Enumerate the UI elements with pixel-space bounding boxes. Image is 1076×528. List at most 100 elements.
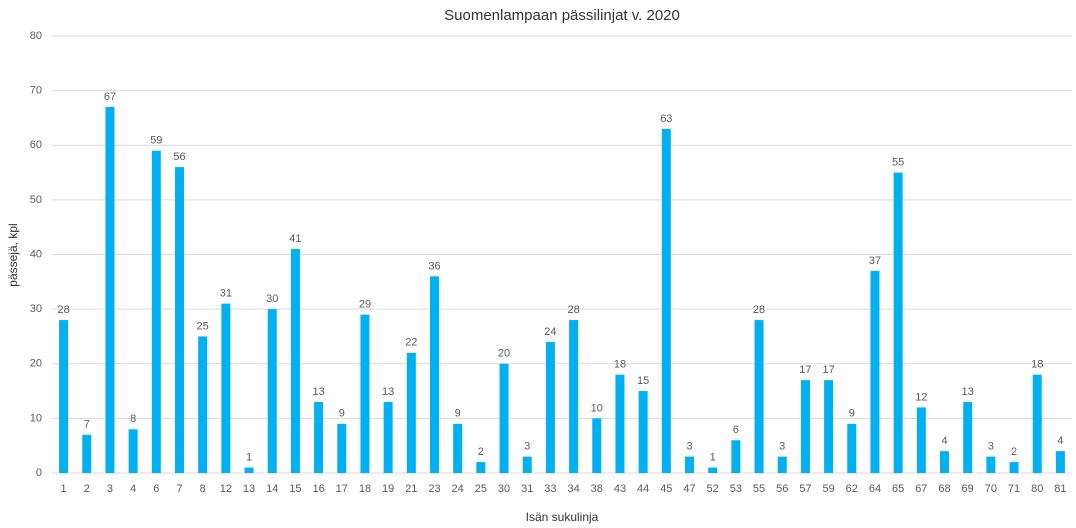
bar [545, 341, 555, 473]
bar [754, 320, 764, 473]
bar [244, 467, 254, 473]
data-label: 18 [1031, 359, 1043, 371]
x-tick-label: 8 [200, 483, 206, 495]
x-tick-label: 31 [521, 483, 533, 495]
bar [522, 456, 532, 473]
bar [916, 407, 926, 473]
x-tick-label: 81 [1054, 483, 1066, 495]
bar [82, 434, 92, 473]
x-tick-label: 6 [153, 483, 159, 495]
x-axis-title: Isän sukulinja [526, 510, 599, 524]
bar [337, 423, 347, 473]
data-label: 28 [567, 304, 579, 316]
data-label: 20 [498, 348, 510, 360]
bar [128, 429, 138, 473]
x-tick-label: 68 [938, 483, 950, 495]
x-tick-label: 2 [84, 483, 90, 495]
x-tick-label: 16 [312, 483, 324, 495]
bar [499, 363, 509, 473]
data-label: 36 [428, 260, 440, 272]
bar [59, 320, 69, 473]
x-tick-label: 3 [107, 483, 113, 495]
x-tick-label: 56 [776, 483, 788, 495]
y-tick-label: 0 [36, 467, 42, 479]
data-label: 3 [686, 441, 692, 453]
bar [847, 423, 857, 473]
data-label: 3 [988, 441, 994, 453]
x-tick-label: 45 [660, 483, 672, 495]
x-tick-label: 34 [567, 483, 579, 495]
x-tick-label: 25 [475, 483, 487, 495]
data-label: 29 [359, 298, 371, 310]
data-label: 15 [637, 375, 649, 387]
bar [267, 309, 277, 473]
x-tick-label: 80 [1031, 483, 1043, 495]
x-tick-label: 57 [799, 483, 811, 495]
data-label: 4 [941, 435, 947, 447]
bar [592, 418, 602, 473]
data-label: 4 [1057, 435, 1063, 447]
data-label: 22 [405, 337, 417, 349]
bar [175, 167, 184, 473]
data-label: 13 [382, 386, 394, 398]
data-label: 12 [915, 391, 927, 403]
data-label: 13 [312, 386, 324, 398]
y-tick-label: 40 [30, 248, 42, 260]
data-label: 3 [524, 441, 530, 453]
y-tick-label: 60 [30, 139, 42, 151]
bar [290, 249, 300, 473]
data-label: 3 [779, 441, 785, 453]
data-label: 67 [104, 91, 116, 103]
data-label: 2 [478, 446, 484, 458]
bar [824, 380, 834, 473]
chart-title: Suomenlampaan pässilinjat v. 2020 [444, 7, 680, 24]
data-label: 31 [220, 288, 232, 300]
x-tick-label: 1 [61, 483, 67, 495]
data-label: 2 [1011, 446, 1017, 458]
bar [1032, 374, 1042, 473]
y-tick-label: 80 [30, 30, 42, 42]
data-label: 9 [455, 408, 461, 420]
x-tick-label: 69 [962, 483, 974, 495]
x-tick-label: 52 [707, 483, 719, 495]
x-tick-label: 62 [846, 483, 858, 495]
x-tick-label: 70 [985, 483, 997, 495]
x-tick-label: 12 [220, 483, 232, 495]
x-tick-label: 44 [637, 483, 649, 495]
data-label: 41 [289, 233, 301, 245]
x-tick-label: 23 [428, 483, 440, 495]
x-tick-label: 17 [336, 483, 348, 495]
x-tick-label: 15 [289, 483, 301, 495]
bar [893, 172, 903, 473]
y-tick-label: 10 [30, 412, 42, 424]
bar [406, 352, 416, 473]
bar [569, 320, 579, 473]
x-tick-label: 21 [405, 483, 417, 495]
bar [870, 270, 880, 473]
data-label: 7 [84, 419, 90, 431]
x-tick-label: 24 [452, 483, 464, 495]
bar [430, 276, 439, 473]
bar [314, 401, 324, 473]
x-tick-label: 65 [892, 483, 904, 495]
x-tick-label: 4 [130, 483, 136, 495]
bar [1009, 462, 1019, 473]
data-label: 1 [246, 451, 252, 463]
x-tick-label: 55 [753, 483, 765, 495]
data-label: 17 [799, 364, 811, 376]
bar [708, 467, 718, 473]
x-tick-label: 53 [730, 483, 742, 495]
x-tick-label: 67 [915, 483, 927, 495]
x-tick-label: 47 [683, 483, 695, 495]
bar [661, 128, 671, 474]
bar [986, 456, 996, 473]
x-tick-label: 33 [544, 483, 556, 495]
x-tick-label: 7 [176, 483, 182, 495]
x-tick-label: 30 [498, 483, 510, 495]
bar [221, 303, 231, 473]
data-label: 10 [591, 402, 603, 414]
x-tick-label: 64 [869, 483, 881, 495]
bar [731, 440, 741, 473]
bar [198, 336, 208, 473]
